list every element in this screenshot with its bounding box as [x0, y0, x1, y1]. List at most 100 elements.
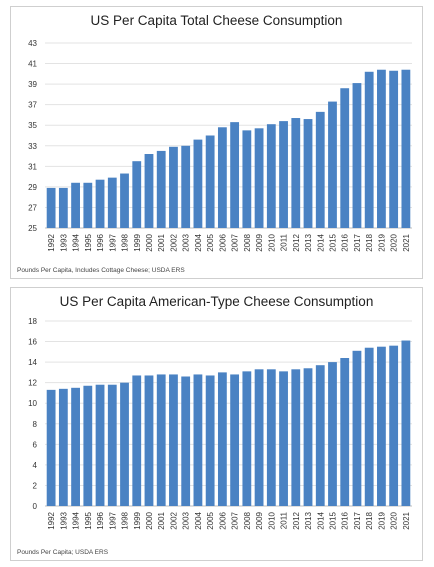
- y-tick-label: 14: [28, 358, 37, 367]
- x-tick-label: 1995: [84, 233, 93, 251]
- x-tick-label: 2019: [377, 233, 386, 251]
- bar: [315, 365, 325, 506]
- bar: [352, 83, 362, 228]
- chart-panel-total: US Per Capita Total Cheese Consumption 2…: [10, 6, 423, 279]
- x-tick-label: 1992: [47, 511, 56, 529]
- bar: [58, 388, 68, 506]
- bar: [279, 371, 288, 506]
- bar: [95, 179, 105, 228]
- bar: [303, 368, 313, 506]
- bar: [144, 154, 154, 228]
- x-tick-label: 2000: [145, 511, 154, 529]
- bar: [193, 139, 203, 228]
- x-tick-label: 1994: [72, 511, 81, 529]
- bar: [230, 374, 240, 506]
- x-tick-label: 1997: [108, 511, 117, 529]
- x-tick-label: 2010: [267, 511, 276, 529]
- x-tick-label: 2012: [292, 233, 301, 251]
- x-tick-label: 2002: [169, 233, 178, 251]
- x-tick-label: 2021: [402, 511, 411, 529]
- x-tick-label: 2003: [182, 511, 191, 529]
- bar: [132, 161, 142, 228]
- x-tick-label: 2018: [365, 233, 374, 251]
- bar: [107, 177, 117, 228]
- bar: [169, 374, 178, 506]
- x-tick-label: 2021: [402, 233, 411, 251]
- x-tick-label: 2012: [292, 511, 301, 529]
- bar: [205, 375, 215, 506]
- bar: [107, 384, 117, 506]
- x-tick-label: 1996: [96, 233, 105, 251]
- x-tick-label: 2016: [341, 233, 350, 251]
- y-tick-label: 31: [28, 162, 37, 171]
- y-tick-label: 37: [28, 101, 37, 110]
- bar: [193, 374, 203, 506]
- x-tick-label: 1999: [133, 233, 142, 251]
- y-tick-label: 35: [28, 121, 37, 130]
- x-tick-label: 2002: [169, 511, 178, 529]
- bar: [303, 119, 313, 228]
- bar: [291, 118, 301, 228]
- x-tick-label: 2019: [377, 511, 386, 529]
- bar: [181, 145, 191, 228]
- x-tick-label: 2015: [328, 233, 337, 251]
- x-tick-label: 2000: [145, 233, 154, 251]
- bar: [120, 173, 129, 228]
- bar: [254, 128, 264, 228]
- bar: [364, 347, 374, 506]
- bar: [95, 384, 105, 506]
- x-tick-label: 2001: [157, 233, 166, 251]
- x-tick-label: 2006: [218, 233, 227, 251]
- bar: [340, 88, 350, 228]
- bar: [291, 369, 301, 506]
- bar: [71, 182, 80, 228]
- x-tick-label: 2014: [316, 511, 325, 529]
- chart-title: US Per Capita American-Type Cheese Consu…: [59, 294, 374, 309]
- y-tick-label: 10: [28, 399, 37, 408]
- x-tick-label: 2008: [243, 233, 252, 251]
- bar: [266, 369, 276, 506]
- bar: [352, 350, 362, 506]
- y-tick-label: 43: [28, 39, 37, 48]
- bar: [217, 127, 227, 228]
- x-tick-label: 2004: [194, 233, 203, 251]
- bar: [83, 385, 93, 506]
- x-tick-label: 2009: [255, 511, 264, 529]
- y-tick-label: 41: [28, 60, 37, 69]
- bar: [205, 135, 215, 228]
- bar: [364, 71, 374, 229]
- x-tick-label: 2014: [316, 233, 325, 251]
- bar: [156, 374, 166, 506]
- x-tick-label: 2017: [353, 511, 362, 529]
- bar: [242, 371, 252, 506]
- x-tick-label: 2016: [341, 511, 350, 529]
- x-tick-label: 2004: [194, 511, 203, 529]
- y-tick-label: 25: [28, 224, 37, 233]
- x-tick-label: 2011: [280, 233, 289, 251]
- bar: [254, 369, 264, 506]
- y-tick-label: 18: [28, 317, 37, 326]
- x-tick-label: 2011: [280, 511, 289, 529]
- x-tick-label: 2010: [267, 233, 276, 251]
- x-tick-label: 2005: [206, 233, 215, 251]
- x-tick-label: 2007: [231, 511, 240, 529]
- y-tick-label: 6: [33, 440, 38, 449]
- x-tick-label: 2017: [353, 233, 362, 251]
- bar: [83, 182, 93, 228]
- x-tick-label: 2013: [304, 511, 313, 529]
- x-tick-label: 1996: [96, 511, 105, 529]
- x-tick-label: 1994: [72, 233, 81, 251]
- x-tick-label: 1997: [108, 233, 117, 251]
- y-tick-label: 0: [33, 502, 38, 511]
- chart-title: US Per Capita Total Cheese Consumption: [90, 13, 343, 28]
- bar: [132, 375, 142, 506]
- x-tick-label: 2018: [365, 511, 374, 529]
- x-tick-label: 2015: [328, 511, 337, 529]
- y-tick-label: 16: [28, 338, 37, 347]
- x-tick-label: 1993: [59, 233, 68, 251]
- y-tick-label: 39: [28, 80, 37, 89]
- x-tick-label: 1992: [47, 233, 56, 251]
- x-tick-label: 1995: [84, 511, 93, 529]
- bar: [144, 375, 154, 506]
- bar: [71, 387, 80, 506]
